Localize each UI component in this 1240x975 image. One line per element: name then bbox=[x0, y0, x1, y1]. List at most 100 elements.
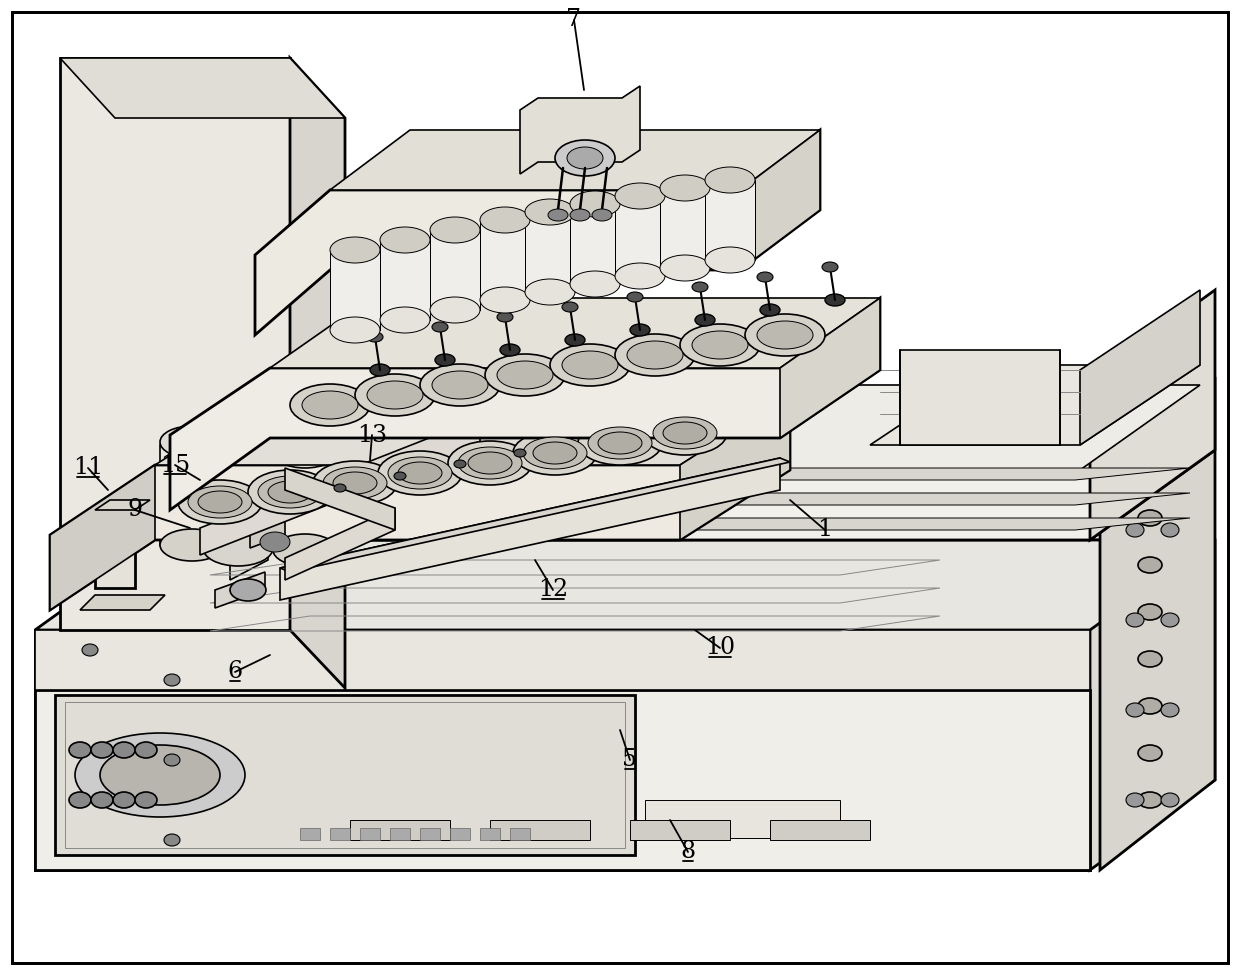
Polygon shape bbox=[50, 395, 790, 610]
Ellipse shape bbox=[570, 209, 590, 221]
Ellipse shape bbox=[570, 271, 620, 297]
Polygon shape bbox=[525, 212, 575, 292]
Polygon shape bbox=[203, 448, 273, 548]
Ellipse shape bbox=[203, 427, 273, 463]
Polygon shape bbox=[430, 230, 480, 310]
Ellipse shape bbox=[1161, 703, 1179, 717]
Polygon shape bbox=[205, 518, 1190, 530]
Ellipse shape bbox=[164, 754, 180, 766]
Ellipse shape bbox=[533, 442, 577, 464]
Ellipse shape bbox=[248, 470, 332, 514]
Ellipse shape bbox=[188, 486, 252, 518]
Ellipse shape bbox=[160, 426, 224, 458]
Ellipse shape bbox=[1138, 792, 1162, 808]
Polygon shape bbox=[160, 445, 224, 545]
Ellipse shape bbox=[454, 460, 466, 468]
Ellipse shape bbox=[334, 484, 346, 492]
Ellipse shape bbox=[630, 324, 650, 336]
Ellipse shape bbox=[330, 317, 379, 343]
Ellipse shape bbox=[69, 792, 91, 808]
Ellipse shape bbox=[430, 217, 480, 243]
Polygon shape bbox=[200, 418, 480, 555]
Ellipse shape bbox=[448, 441, 532, 485]
Text: 15: 15 bbox=[160, 453, 190, 477]
Ellipse shape bbox=[432, 371, 489, 399]
Polygon shape bbox=[706, 180, 755, 260]
Ellipse shape bbox=[1138, 698, 1162, 714]
Ellipse shape bbox=[627, 292, 644, 302]
Polygon shape bbox=[740, 130, 820, 270]
Polygon shape bbox=[290, 58, 345, 688]
Ellipse shape bbox=[367, 332, 383, 342]
Ellipse shape bbox=[660, 175, 711, 201]
Ellipse shape bbox=[394, 472, 405, 480]
Ellipse shape bbox=[355, 374, 435, 416]
Ellipse shape bbox=[135, 792, 157, 808]
Text: 6: 6 bbox=[227, 660, 243, 683]
Ellipse shape bbox=[1126, 793, 1145, 807]
Ellipse shape bbox=[100, 745, 219, 805]
Polygon shape bbox=[660, 188, 711, 268]
Polygon shape bbox=[35, 690, 1090, 870]
Ellipse shape bbox=[627, 341, 683, 369]
Ellipse shape bbox=[273, 534, 337, 566]
Polygon shape bbox=[680, 395, 790, 540]
Ellipse shape bbox=[497, 361, 553, 389]
Ellipse shape bbox=[480, 287, 529, 313]
Ellipse shape bbox=[615, 263, 665, 289]
Polygon shape bbox=[60, 58, 345, 118]
Ellipse shape bbox=[164, 674, 180, 686]
Polygon shape bbox=[630, 820, 730, 840]
Ellipse shape bbox=[1138, 745, 1162, 761]
Ellipse shape bbox=[135, 742, 157, 758]
Ellipse shape bbox=[203, 530, 273, 566]
Ellipse shape bbox=[273, 436, 337, 468]
Ellipse shape bbox=[822, 262, 838, 272]
Polygon shape bbox=[50, 465, 155, 610]
Polygon shape bbox=[60, 58, 290, 630]
Ellipse shape bbox=[420, 364, 500, 406]
Ellipse shape bbox=[562, 351, 618, 379]
Ellipse shape bbox=[756, 272, 773, 282]
Polygon shape bbox=[155, 395, 790, 465]
Ellipse shape bbox=[513, 431, 596, 475]
Polygon shape bbox=[81, 595, 165, 610]
Ellipse shape bbox=[570, 191, 620, 217]
Polygon shape bbox=[780, 298, 880, 438]
Ellipse shape bbox=[379, 227, 430, 253]
Ellipse shape bbox=[615, 334, 694, 376]
Polygon shape bbox=[350, 820, 450, 840]
Ellipse shape bbox=[82, 644, 98, 656]
Bar bbox=[330, 828, 350, 840]
Polygon shape bbox=[870, 365, 1200, 445]
Polygon shape bbox=[285, 508, 396, 580]
Polygon shape bbox=[205, 493, 1190, 505]
Ellipse shape bbox=[179, 480, 262, 524]
Ellipse shape bbox=[562, 302, 578, 312]
Polygon shape bbox=[229, 510, 268, 580]
Ellipse shape bbox=[1126, 703, 1145, 717]
Ellipse shape bbox=[591, 209, 613, 221]
Ellipse shape bbox=[69, 742, 91, 758]
Polygon shape bbox=[490, 820, 590, 840]
Ellipse shape bbox=[565, 334, 585, 346]
Polygon shape bbox=[1080, 290, 1200, 445]
Polygon shape bbox=[770, 820, 870, 840]
Polygon shape bbox=[615, 196, 665, 276]
Ellipse shape bbox=[692, 331, 748, 359]
Ellipse shape bbox=[367, 381, 423, 409]
Ellipse shape bbox=[1161, 523, 1179, 537]
Ellipse shape bbox=[1138, 463, 1162, 479]
Ellipse shape bbox=[303, 391, 358, 419]
Polygon shape bbox=[379, 240, 430, 320]
Ellipse shape bbox=[653, 417, 717, 449]
Ellipse shape bbox=[91, 742, 113, 758]
Ellipse shape bbox=[198, 491, 242, 513]
Ellipse shape bbox=[74, 733, 246, 817]
Polygon shape bbox=[1090, 540, 1215, 870]
Polygon shape bbox=[35, 630, 1090, 690]
Polygon shape bbox=[330, 130, 820, 190]
Ellipse shape bbox=[567, 147, 603, 169]
Ellipse shape bbox=[1138, 557, 1162, 573]
Ellipse shape bbox=[160, 529, 224, 561]
